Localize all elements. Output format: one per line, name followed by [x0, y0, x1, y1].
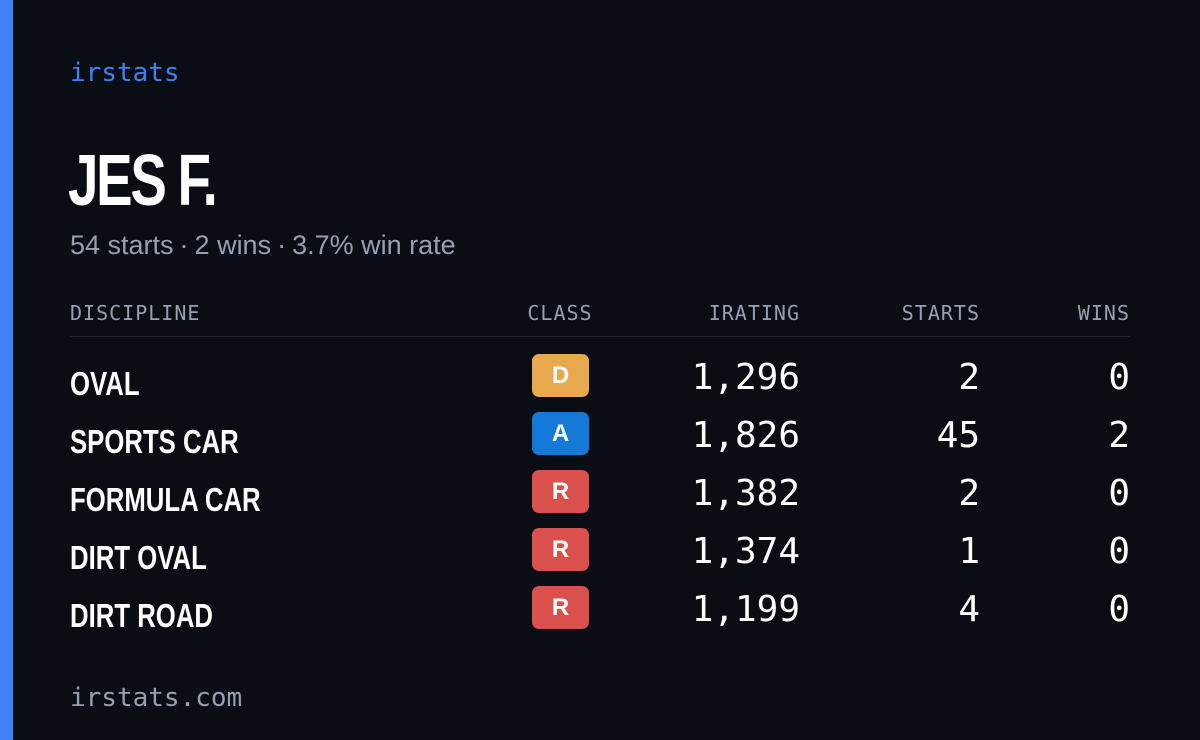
header-discipline: DISCIPLINE	[70, 301, 201, 325]
starts-value: 2	[958, 357, 980, 398]
footer-url[interactable]: irstats.com	[70, 683, 243, 713]
table-row: DIRT ROAD R 1,199 4 0	[0, 586, 1200, 644]
wins-value: 0	[1108, 357, 1130, 398]
header-wins: WINS	[1077, 301, 1130, 325]
header-divider	[70, 336, 1130, 337]
wins-value: 2	[1108, 415, 1130, 456]
brand-logo-text[interactable]: irstats	[70, 58, 180, 88]
class-badge: R	[532, 528, 589, 571]
irating-value: 1,296	[691, 357, 800, 398]
starts-value: 1	[958, 531, 980, 572]
class-badge: R	[532, 470, 589, 513]
table-row: DIRT OVAL R 1,374 1 0	[0, 528, 1200, 586]
irating-value: 1,199	[691, 589, 800, 630]
header-class: CLASS	[527, 301, 593, 325]
class-badge: R	[532, 586, 589, 629]
table-row: OVAL D 1,296 2 0	[0, 354, 1200, 412]
separator-dot: ·	[277, 230, 287, 260]
discipline-name: SPORTS CAR	[70, 423, 239, 460]
header-irating: IRATING	[708, 301, 800, 325]
class-badge: D	[532, 354, 589, 397]
table-row: FORMULA CAR R 1,382 2 0	[0, 470, 1200, 528]
wins-value: 0	[1108, 589, 1130, 630]
starts-value: 2	[958, 473, 980, 514]
header-starts: STARTS	[901, 301, 980, 325]
discipline-name: DIRT OVAL	[70, 539, 207, 576]
irating-value: 1,382	[691, 473, 800, 514]
class-badge: A	[532, 412, 589, 455]
wins-summary: 2 wins	[194, 230, 272, 260]
discipline-name: DIRT ROAD	[70, 597, 213, 634]
irating-value: 1,826	[691, 415, 800, 456]
wins-value: 0	[1108, 531, 1130, 572]
starts-summary: 54 starts	[70, 230, 174, 260]
starts-value: 45	[936, 415, 980, 456]
starts-value: 4	[958, 589, 980, 630]
wins-value: 0	[1108, 473, 1130, 514]
driver-summary: 54 starts · 2 wins · 3.7% win rate	[70, 226, 456, 264]
table-row: SPORTS CAR A 1,826 45 2	[0, 412, 1200, 470]
discipline-name: FORMULA CAR	[70, 481, 261, 518]
accent-bar	[0, 0, 13, 740]
driver-name: JES F.	[68, 141, 218, 221]
irating-value: 1,374	[691, 531, 800, 572]
win-rate-summary: 3.7% win rate	[292, 230, 456, 260]
discipline-name: OVAL	[70, 365, 140, 402]
separator-dot: ·	[179, 230, 189, 260]
